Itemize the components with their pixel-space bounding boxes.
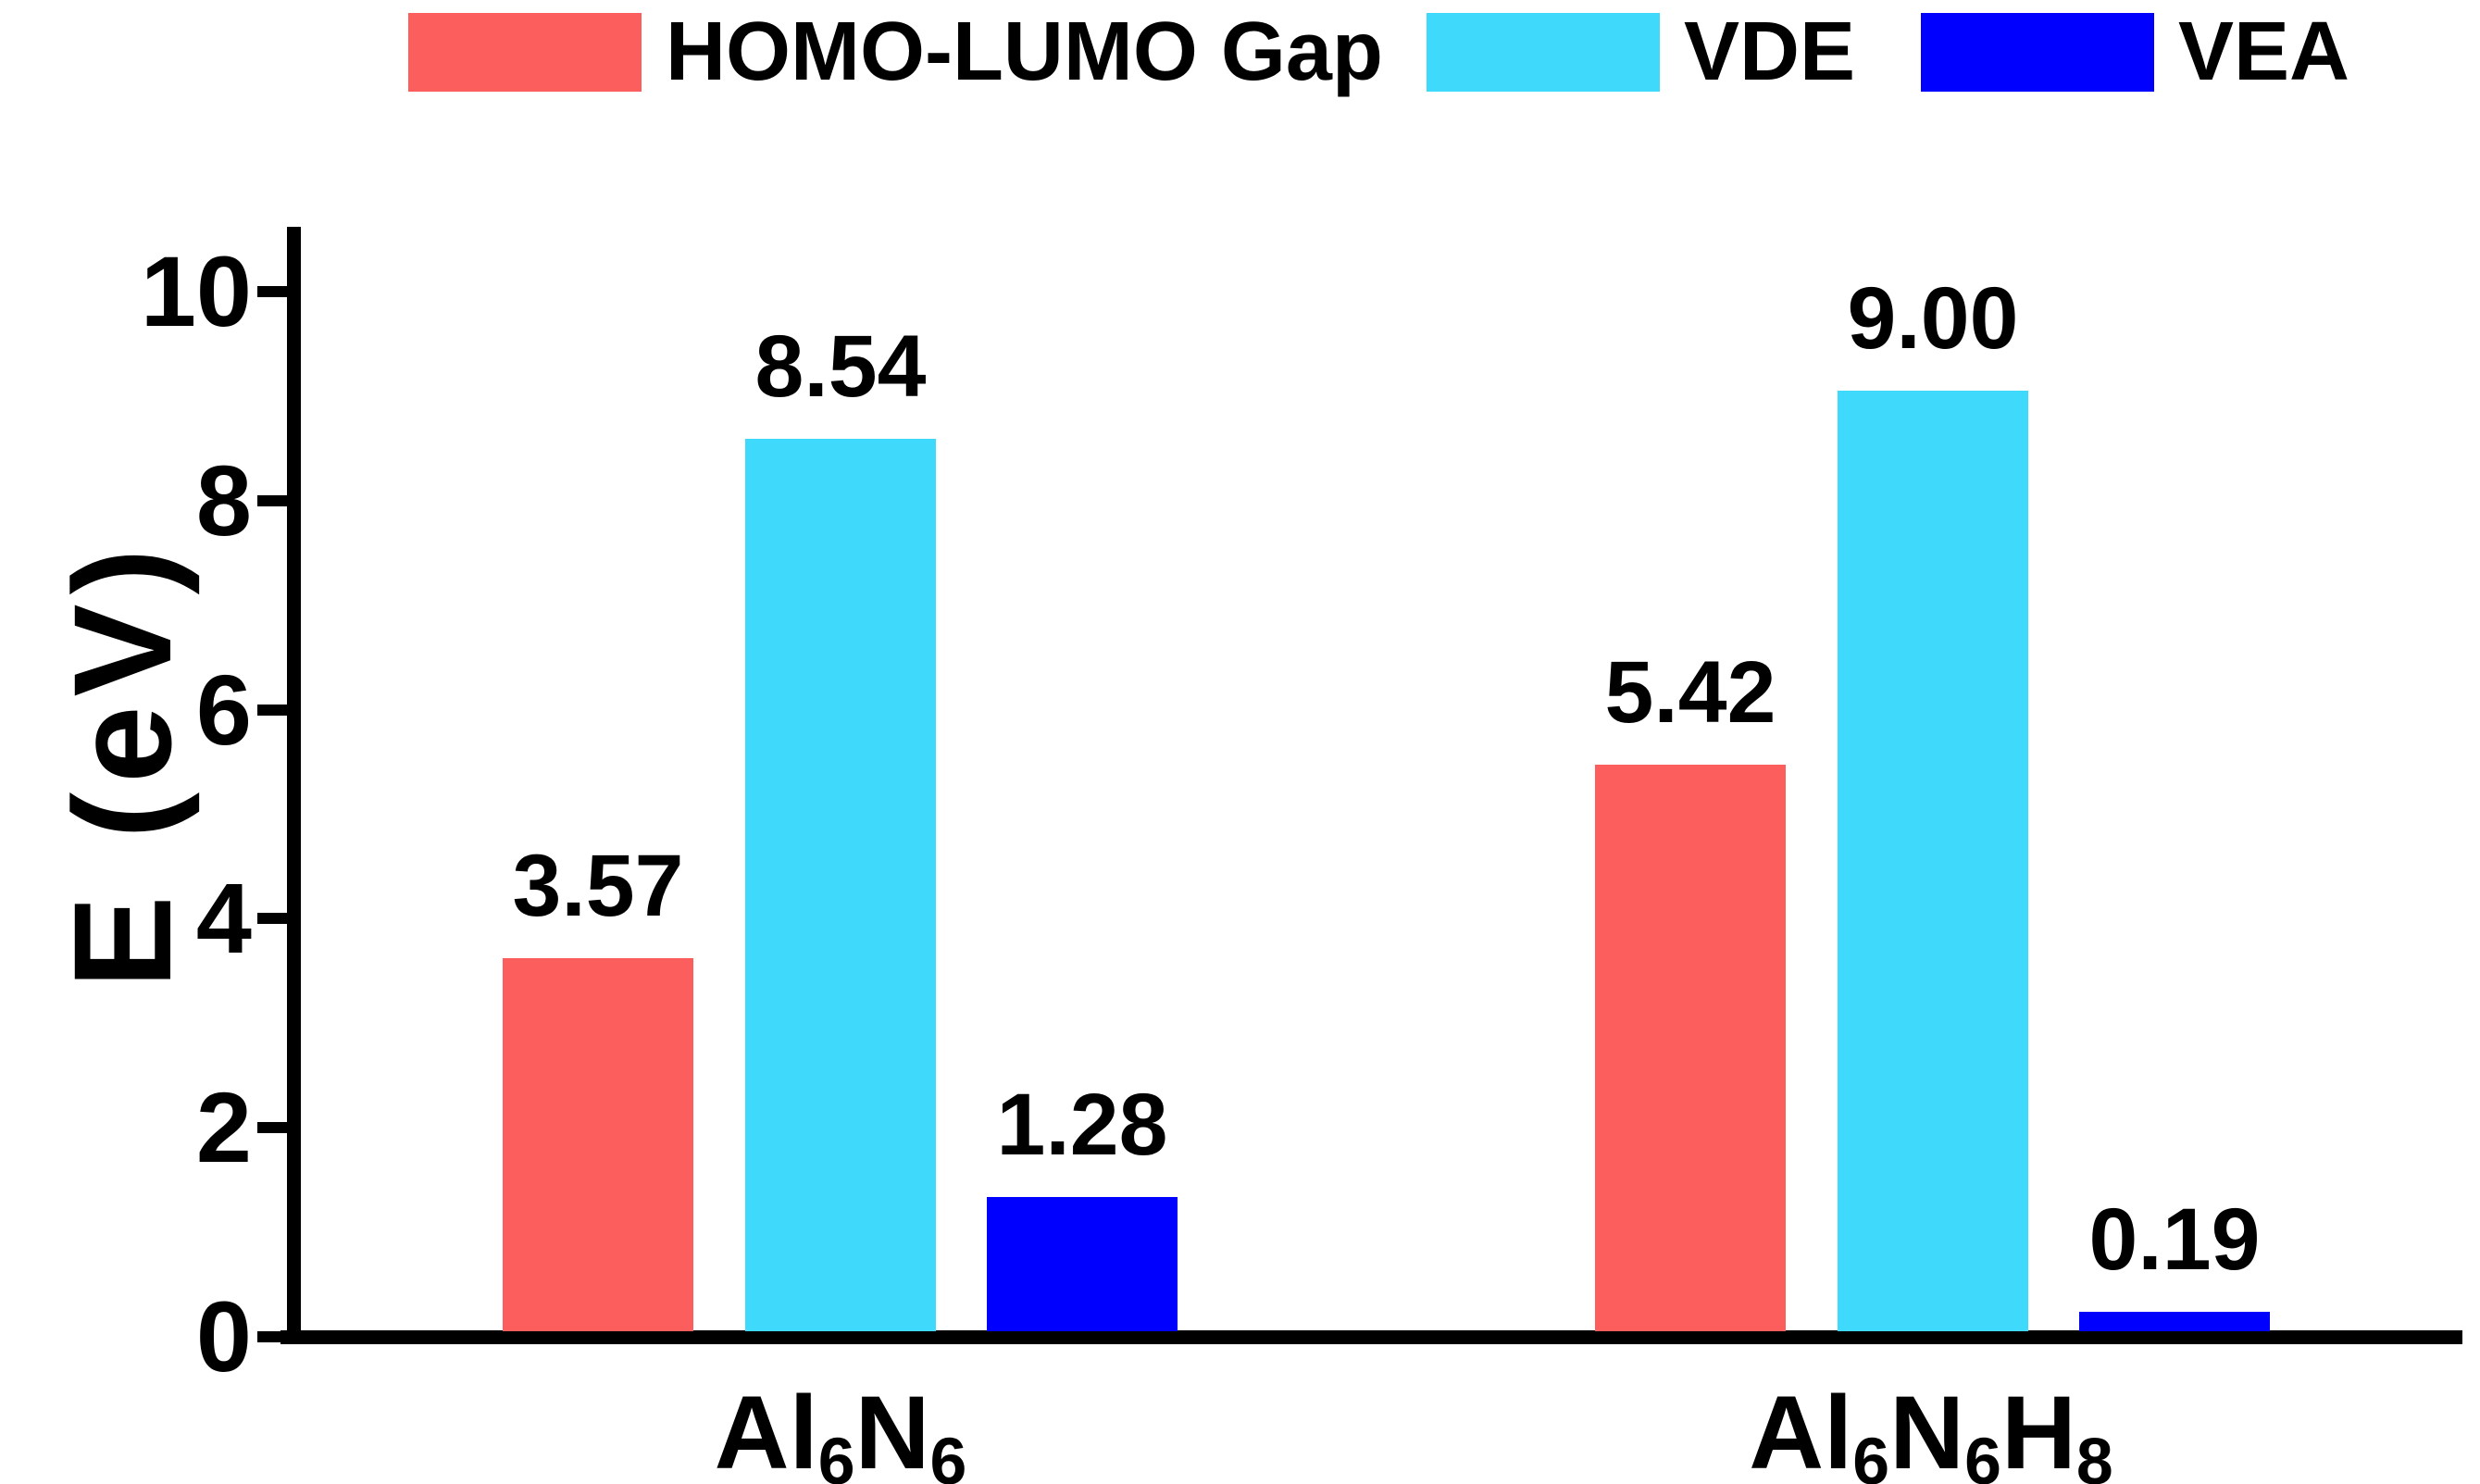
bar-value-label: 1.28 [996,1076,1168,1175]
y-tick-mark [257,286,289,297]
y-tick-mark [257,704,289,716]
x-axis-line [280,1330,2462,1344]
bar-homo-lumo-gap [503,957,693,1331]
group-label: Al6N6H8 [1561,1373,2301,1484]
subscript-digit: 6 [929,1425,967,1484]
bar-value-label: 5.42 [1604,643,1776,742]
y-tick-label: 2 [195,1071,252,1184]
legend-item: VEA [1921,6,2350,98]
y-tick-mark [257,1122,289,1134]
y-tick-label: 4 [195,862,252,975]
y-tick-label: 10 [140,235,252,347]
bar-value-label: 9.00 [1847,268,2019,368]
legend-swatch [1427,12,1660,92]
y-tick-mark [257,913,289,925]
subscript-digit: 8 [2075,1425,2113,1484]
y-tick-mark [257,494,289,506]
subscript-digit: 6 [817,1425,855,1484]
legend-swatch [1921,12,2154,92]
y-axis-line [287,227,301,1344]
bar-vea [2079,1311,2270,1331]
group-label: Al6N6 [470,1373,1211,1484]
legend-label: VEA [2178,6,2350,98]
legend-item: VDE [1427,6,1856,98]
legend-label: HOMO-LUMO Gap [666,6,1383,98]
bar-vde [1838,390,2028,1331]
bar-value-label: 0.19 [2088,1190,2261,1289]
subscript-digit: 6 [1964,1425,2001,1484]
legend-swatch [408,12,642,92]
bar-value-label: 8.54 [754,317,927,416]
subscript-digit: 6 [1852,1425,1890,1484]
bar-vea [987,1197,1178,1331]
bar-homo-lumo-gap [1595,765,1786,1331]
y-tick-label: 8 [195,443,252,556]
legend-label: VDE [1684,6,1856,98]
legend-item: HOMO-LUMO Gap [408,6,1383,98]
y-tick-label: 0 [195,1280,252,1392]
bar-vde [745,438,936,1331]
chart-legend: HOMO-LUMO Gap VDE VEA [0,0,2480,102]
y-tick-label: 6 [195,653,252,766]
y-tick-mark [257,1331,289,1342]
bar-value-label: 3.57 [512,836,684,935]
